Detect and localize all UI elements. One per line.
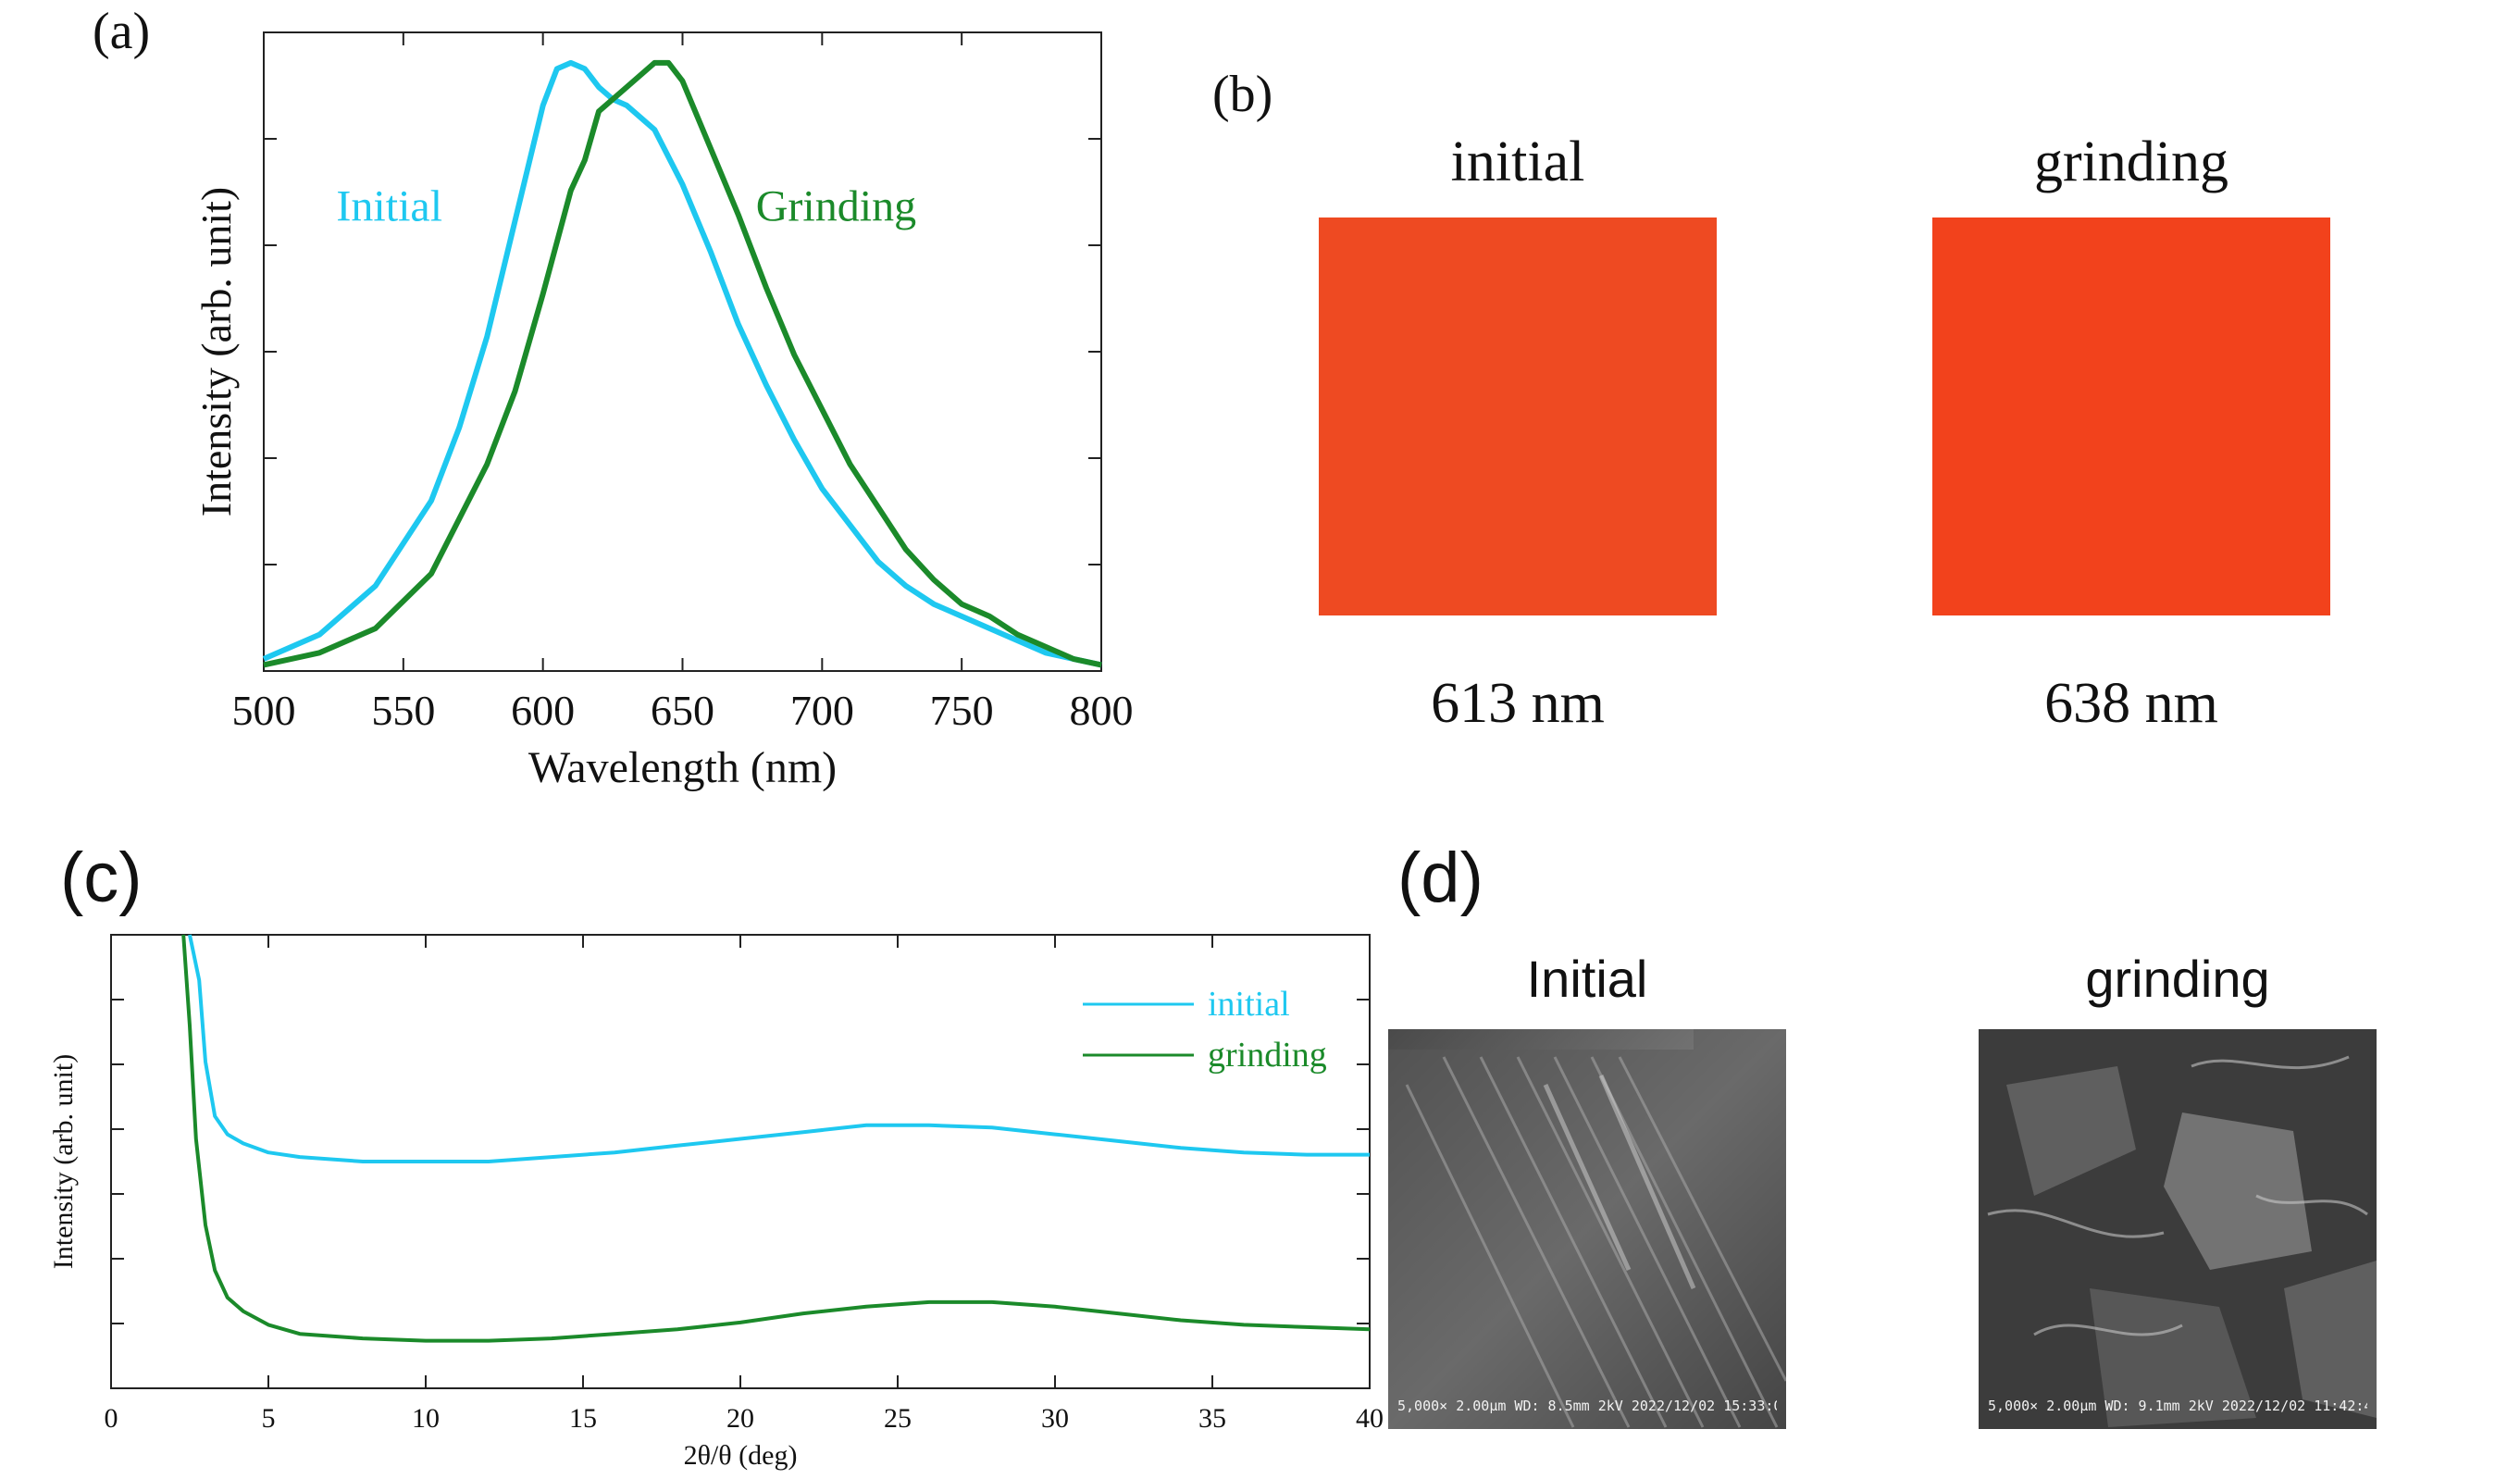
x-tick-label: 10 (412, 1403, 440, 1434)
annotation-grinding: Grinding (756, 182, 916, 231)
panel-d-label: (d) (1397, 839, 1483, 917)
chart-a: 500 550 600 650 700 750 800 Wavelength (nm) Inte… (192, 31, 1134, 792)
emission-color-swatch-initial (1319, 218, 1717, 615)
chart-c: 0 5 10 15 20 25 30 35 40 2θ/θ (deg) Intensity (arb… (48, 934, 1384, 1471)
x-tick-label: 20 (726, 1403, 754, 1434)
x-tick-label: 500 (232, 687, 296, 734)
series-line-grinding (181, 934, 1371, 1343)
x-tick-label: 35 (1198, 1403, 1226, 1434)
panel-b-label: (b) (1212, 66, 1273, 123)
legend-label-grinding: grinding (1208, 1036, 1327, 1075)
sem-initial-texture (1388, 1029, 1786, 1429)
x-tick-label: 15 (569, 1403, 597, 1434)
sem-grinding-title: grinding (2085, 950, 2270, 1008)
sem-grinding-texture (1979, 1029, 2377, 1429)
x-tick-label: 550 (371, 687, 435, 734)
swatch-grinding-title: grinding (2033, 130, 2229, 193)
swatch-initial-title: initial (1450, 130, 1585, 193)
x-tick-label: 40 (1356, 1403, 1384, 1434)
x-tick-label: 0 (105, 1403, 118, 1434)
x-tick-label: 800 (1070, 687, 1134, 734)
plot-frame (263, 31, 1102, 672)
x-tick-label: 750 (930, 687, 994, 734)
sem-initial-title: Initial (1526, 950, 1648, 1008)
emission-color-swatch-grinding (1932, 218, 2330, 615)
wavelength-initial: 613 nm (1431, 672, 1605, 735)
x-tick-label: 5 (262, 1403, 276, 1434)
x-tick-label: 25 (884, 1403, 912, 1434)
x-tick-label: 700 (790, 687, 854, 734)
x-tick-label: 30 (1041, 1403, 1069, 1434)
sem-grinding-caption: 5,000× 2.00μm WD: 9.1mm 2kV 2022/12/02 1… (1988, 1398, 2367, 1414)
sem-image-initial: 5,000× 2.00μm WD: 8.5mm 2kV 2022/12/02 1… (1388, 1029, 1786, 1429)
series-line-initial (262, 59, 1102, 668)
annotation-initial: Initial (336, 182, 442, 231)
wavelength-grinding: 638 nm (2044, 672, 2218, 735)
legend-label-initial: initial (1208, 985, 1290, 1024)
series-line-grinding (263, 59, 1102, 668)
panel-c-label: (c) (60, 839, 143, 917)
panel-a-label: (a) (93, 3, 151, 60)
sem-image-grinding: 5,000× 2.00μm WD: 9.1mm 2kV 2022/12/02 1… (1979, 1029, 2377, 1429)
series-line-initial (188, 934, 1370, 1163)
y-axis-label: Intensity (arb. unit) (192, 187, 240, 516)
x-axis-label: 2θ/θ (deg) (684, 1440, 798, 1471)
x-tick-label: 600 (511, 687, 575, 734)
sem-initial-caption: 5,000× 2.00μm WD: 8.5mm 2kV 2022/12/02 1… (1397, 1398, 1777, 1414)
y-axis-label: Intensity (arb. unit) (48, 1054, 79, 1269)
x-axis-label: Wavelength (nm) (528, 743, 837, 792)
x-tick-label: 650 (651, 687, 714, 734)
